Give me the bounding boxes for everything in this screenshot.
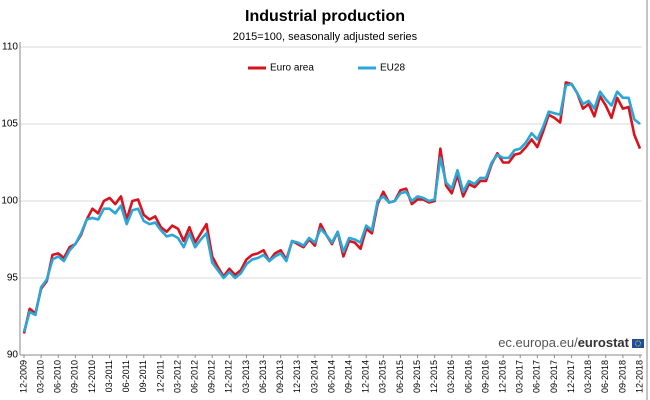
y-tick-label: 100 (1, 196, 18, 207)
x-tick-label: 12-2018 (634, 360, 644, 393)
chart-subtitle: 2015=100, seasonally adjusted series (233, 31, 418, 43)
x-tick-label: 03-2012 (172, 360, 182, 393)
x-tick-label: 06-2018 (600, 360, 610, 393)
y-tick-label: 110 (2, 42, 18, 53)
x-tick-label: 06-2016 (463, 360, 473, 393)
chart-title: Industrial production (245, 8, 405, 25)
y-tick-label: 105 (1, 119, 18, 130)
y-tick-label: 90 (7, 350, 19, 361)
x-tick-label: 03-2015 (378, 360, 388, 393)
x-tick-label: 03-2018 (583, 360, 593, 393)
x-tick-label: 09-2017 (549, 360, 559, 393)
x-tick-label: 12-2016 (497, 360, 507, 393)
x-tick-label: 12-2017 (566, 360, 576, 393)
x-tick-label: 12-2012 (224, 360, 234, 393)
source: ec.europa.eu/eurostat (498, 335, 629, 350)
x-tick-label: 09-2012 (207, 360, 217, 393)
x-tick-label: 03-2016 (446, 360, 456, 393)
y-tick-label: 95 (7, 273, 19, 284)
x-tick-label: 06-2017 (532, 360, 542, 393)
x-tick-label: 12-2010 (87, 360, 97, 393)
x-tick-label: 03-2013 (241, 360, 251, 393)
x-tick-label: 06-2014 (326, 360, 336, 393)
x-tick-label: 12-2013 (292, 360, 302, 393)
legend-label: Euro area (270, 63, 314, 74)
x-tick-label: 12-2014 (361, 360, 371, 393)
x-tick-label: 06-2013 (258, 360, 268, 393)
x-tick-label: 09-2014 (343, 360, 353, 393)
x-tick-label: 09-2011 (138, 360, 148, 392)
x-tick-label: 06-2015 (395, 360, 405, 393)
source-brand: eurostat (578, 335, 630, 350)
x-tick-label: 03-2010 (35, 360, 45, 393)
x-tick-label: 06-2010 (53, 360, 63, 393)
source-site: ec.europa.eu/ (498, 335, 578, 350)
x-tick-label: 09-2015 (412, 360, 422, 393)
x-tick-label: 09-2018 (617, 360, 627, 393)
x-tick-label: 09-2013 (275, 360, 285, 393)
x-tick-label: 12-2009 (18, 360, 28, 393)
x-tick-label: 03-2011 (104, 360, 114, 392)
x-tick-label: 12-2011 (155, 360, 165, 392)
x-tick-label: 09-2010 (70, 360, 80, 393)
eu-flag (632, 339, 644, 348)
x-tick-label: 06-2012 (189, 360, 199, 393)
x-tick-label: 03-2017 (515, 360, 525, 393)
series-line (22, 82, 641, 333)
legend-label: EU28 (380, 63, 405, 74)
x-tick-label: 12-2015 (429, 360, 439, 393)
x-tick-label: 06-2011 (121, 360, 131, 392)
x-tick-label: 09-2016 (480, 360, 490, 393)
x-tick-label: 03-2014 (309, 360, 319, 393)
series-line (22, 81, 642, 334)
